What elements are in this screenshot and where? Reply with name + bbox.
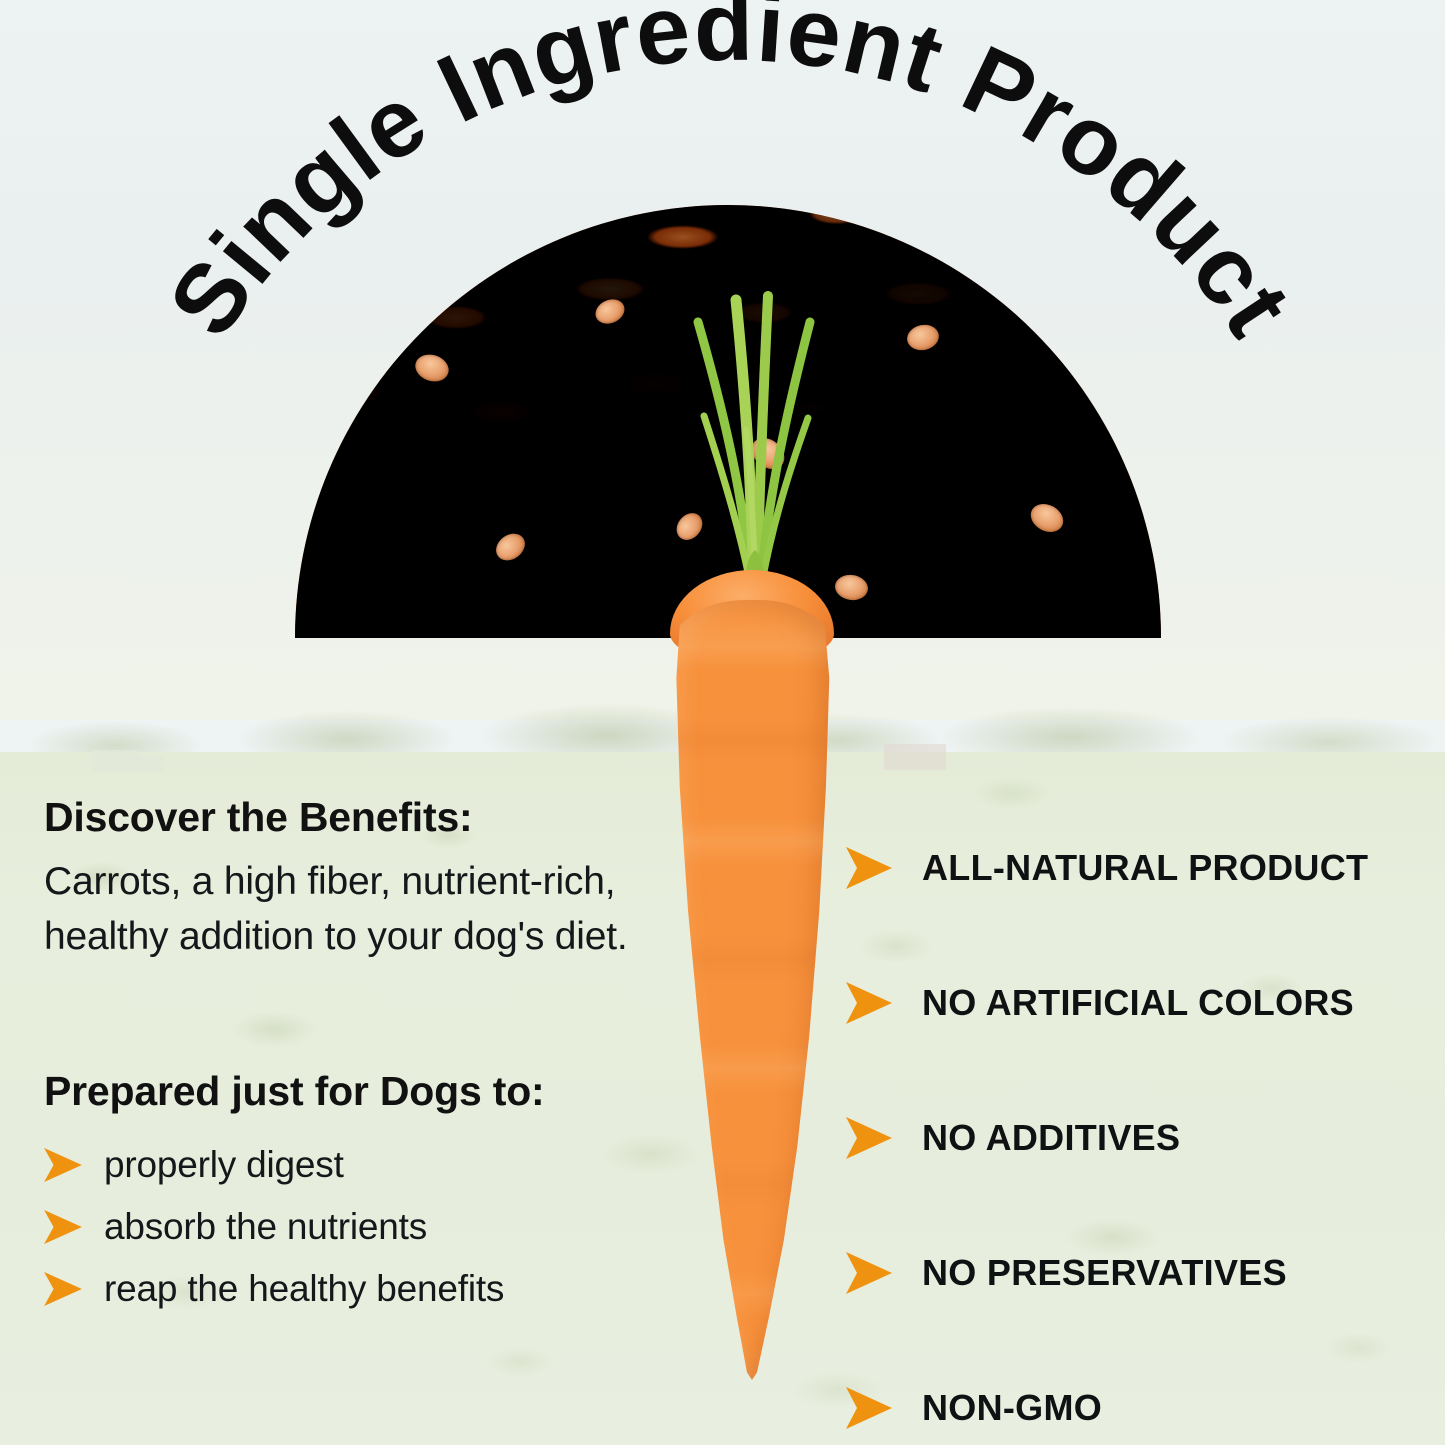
arrow-right-icon — [846, 846, 892, 889]
carrot-hero-image — [640, 270, 870, 1380]
list-item: reap the healthy benefits — [44, 1258, 644, 1320]
feature-label: NON-GMO — [922, 1386, 1103, 1428]
list-item: absorb the nutrients — [44, 1196, 644, 1258]
arrow-right-icon — [846, 1116, 892, 1159]
list-item: properly digest — [44, 1134, 644, 1196]
farm-building-icon — [884, 744, 946, 770]
feature-list: ALL-NATURAL PRODUCT NO ARTIFICIAL COLORS… — [846, 800, 1416, 1445]
arrow-right-icon — [846, 1386, 892, 1429]
headline-text: Single Ingredient Product — [147, 0, 1313, 355]
arrow-right-icon — [44, 1209, 82, 1244]
arrow-right-icon — [846, 1251, 892, 1294]
arrow-right-icon — [44, 1147, 82, 1182]
left-text-column: Discover the Benefits: Carrots, a high f… — [44, 794, 644, 1320]
benefits-heading: Discover the Benefits: — [44, 794, 473, 840]
prepared-heading: Prepared just for Dogs to: — [44, 1067, 545, 1114]
feature-item: NO PRESERVATIVES — [846, 1205, 1416, 1340]
list-item-label: properly digest — [104, 1144, 344, 1186]
feature-label: NO ARTIFICIAL COLORS — [922, 981, 1354, 1023]
prepared-list: properly digest absorb the nutrients rea… — [44, 1134, 644, 1320]
farm-building-icon — [132, 756, 164, 772]
farm-building-icon — [92, 750, 138, 772]
feature-item: NO ADDITIVES — [846, 1070, 1416, 1205]
arrow-right-icon — [44, 1271, 82, 1306]
curved-headline: Single Ingredient Product — [147, 0, 1313, 355]
carrot-greens-icon — [693, 291, 815, 600]
feature-label: ALL-NATURAL PRODUCT — [922, 846, 1369, 888]
feature-label: NO ADDITIVES — [922, 1116, 1181, 1158]
feature-item: NON-GMO — [846, 1340, 1416, 1445]
feature-item: NO ARTIFICIAL COLORS — [846, 935, 1416, 1070]
list-item-label: reap the healthy benefits — [104, 1268, 505, 1310]
arrow-right-icon — [846, 981, 892, 1024]
benefits-body: Carrots, a high fiber, nutrient-rich, he… — [44, 860, 628, 959]
feature-item: ALL-NATURAL PRODUCT — [846, 800, 1416, 935]
feature-label: NO PRESERVATIVES — [922, 1251, 1287, 1293]
list-item-label: absorb the nutrients — [104, 1206, 428, 1248]
